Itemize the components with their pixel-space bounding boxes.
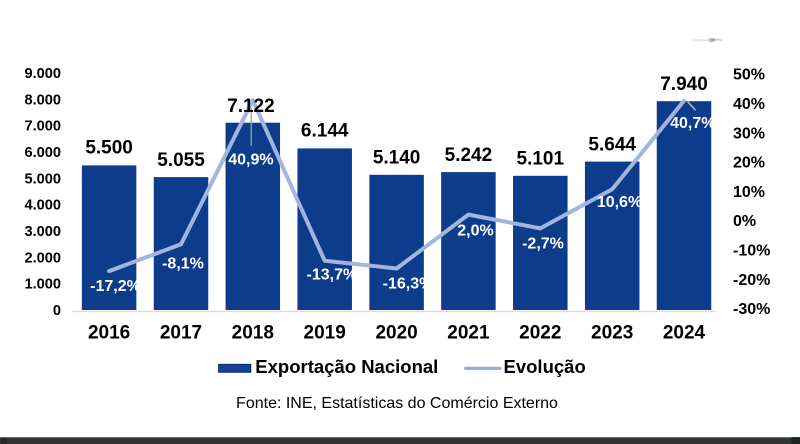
svg-text:2017: 2017	[160, 322, 202, 343]
svg-text:40,9%: 40,9%	[228, 151, 273, 168]
svg-text:5.140: 5.140	[373, 148, 421, 169]
svg-text:5.055: 5.055	[157, 150, 205, 171]
svg-text:-20%: -20%	[733, 272, 770, 289]
svg-text:4.000: 4.000	[24, 198, 61, 214]
svg-text:Fonte: INE, Estatísticas do Co: Fonte: INE, Estatísticas do Comércio Ext…	[236, 395, 558, 412]
svg-text:2018: 2018	[232, 322, 274, 343]
svg-text:6.000: 6.000	[24, 145, 61, 161]
svg-text:10,6%: 10,6%	[597, 194, 642, 211]
svg-text:5.500: 5.500	[85, 137, 133, 158]
svg-text:2.000: 2.000	[24, 250, 61, 266]
svg-text:-13,7%: -13,7%	[307, 267, 358, 284]
svg-text:40,7%: 40,7%	[670, 115, 715, 132]
svg-text:10%: 10%	[733, 184, 765, 201]
svg-text:2024: 2024	[663, 322, 706, 343]
svg-text:5.000: 5.000	[24, 171, 61, 187]
svg-text:2021: 2021	[447, 322, 490, 343]
svg-text:40%: 40%	[733, 96, 765, 113]
svg-text:2023: 2023	[591, 322, 633, 343]
svg-text:2019: 2019	[304, 322, 346, 343]
svg-text:0%: 0%	[733, 213, 756, 230]
svg-text:9.000: 9.000	[24, 66, 61, 82]
svg-text:2016: 2016	[88, 322, 130, 343]
svg-text:-8,1%: -8,1%	[162, 255, 204, 272]
svg-text:1.000: 1.000	[24, 277, 61, 293]
svg-text:50%: 50%	[733, 67, 765, 84]
svg-text:5.242: 5.242	[445, 145, 493, 166]
svg-text:-30%: -30%	[733, 301, 770, 318]
svg-text:-10%: -10%	[733, 243, 770, 260]
svg-text:30%: 30%	[733, 125, 765, 142]
svg-text:5.644: 5.644	[588, 134, 636, 155]
svg-text:7.940: 7.940	[660, 74, 708, 95]
svg-text:Exportação Nacional: Exportação Nacional	[255, 356, 438, 377]
svg-text:0: 0	[53, 303, 61, 319]
svg-text:8.000: 8.000	[24, 92, 61, 108]
svg-text:6.144: 6.144	[301, 121, 349, 142]
svg-text:7.122: 7.122	[227, 96, 275, 117]
svg-text:-17,2%: -17,2%	[90, 278, 141, 295]
svg-text:7.000: 7.000	[24, 119, 61, 135]
svg-text:3.000: 3.000	[24, 224, 61, 240]
svg-text:5.101: 5.101	[517, 149, 565, 170]
svg-text:20%: 20%	[733, 155, 765, 172]
svg-text:-16,3%: -16,3%	[383, 275, 434, 292]
svg-text:2020: 2020	[375, 322, 417, 343]
svg-text:2022: 2022	[519, 322, 561, 343]
svg-text:-2,7%: -2,7%	[522, 235, 564, 252]
svg-text:2,0%: 2,0%	[457, 222, 493, 239]
svg-text:Evolução: Evolução	[504, 356, 586, 377]
